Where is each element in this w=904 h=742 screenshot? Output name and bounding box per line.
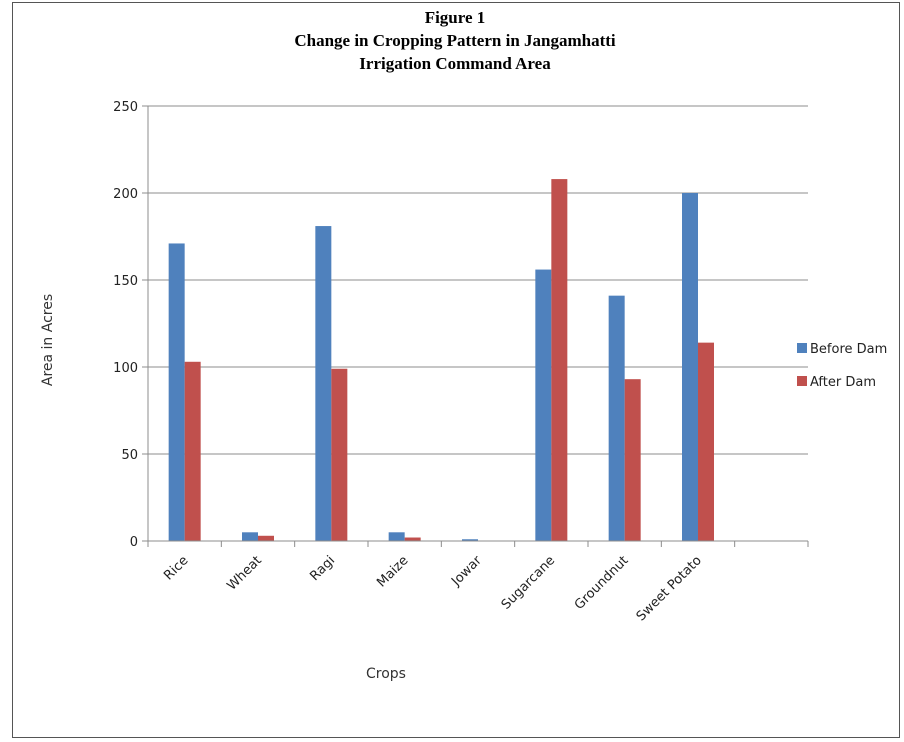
bar-before-dam: [168, 243, 185, 541]
bar-before-dam: [462, 539, 478, 541]
y-tick-label: 200: [113, 187, 138, 202]
y-tick-label: 0: [130, 535, 138, 550]
legend-label: After Dam: [810, 375, 876, 390]
chart-frame: [12, 2, 900, 738]
bar-after-dam: [551, 179, 568, 541]
y-tick-label: 50: [121, 448, 138, 463]
bar-after-dam: [698, 342, 714, 541]
x-tick-labels: Rice Wheat Ragi Maize Jowar Sugarcane Groundnu…: [161, 553, 705, 625]
chart-title-line-2: Change in Cropping Pattern in Jangamhatt…: [294, 31, 616, 50]
chart-title-line-1: Figure 1: [425, 8, 486, 27]
x-tick-label: Jowar: [448, 553, 485, 590]
bar-after-dam: [331, 368, 348, 541]
bar-before-dam: [388, 532, 405, 541]
y-tick-labels: 0 50 100 150 200 250: [113, 100, 138, 550]
x-tick-label: Sweet Potato: [634, 553, 705, 624]
bars-group: [168, 179, 714, 541]
y-tick-label: 100: [113, 361, 138, 376]
legend-swatch: [797, 376, 807, 386]
y-tick-label: 150: [113, 274, 138, 289]
bar-before-dam: [242, 532, 258, 541]
x-tick-label: Ragi: [307, 553, 338, 584]
x-axis-label: Crops: [366, 666, 406, 682]
bar-before-dam: [315, 226, 332, 541]
bar-after-dam: [404, 537, 421, 541]
x-tick-label: Wheat: [224, 553, 264, 593]
chart-title-line-3: Irrigation Command Area: [359, 54, 551, 73]
x-tick-label: Sugarcane: [499, 553, 558, 612]
bar-after-dam: [258, 535, 274, 541]
bar-after-dam: [184, 361, 201, 541]
legend-label: Before Dam: [810, 342, 887, 357]
legend: Before Dam After Dam: [797, 342, 887, 390]
x-tick-label: Maize: [374, 553, 411, 590]
bar-before-dam: [608, 295, 625, 541]
x-tick-label: Groundnut: [572, 553, 632, 613]
bar-before-dam: [535, 269, 552, 541]
axes: [147, 106, 809, 547]
y-axis-label: Area in Acres: [40, 294, 56, 386]
bar-after-dam: [624, 379, 641, 541]
bar-before-dam: [682, 193, 698, 541]
y-tick-label: 250: [113, 100, 138, 115]
x-tick-label: Rice: [161, 553, 191, 583]
legend-swatch: [797, 343, 807, 353]
